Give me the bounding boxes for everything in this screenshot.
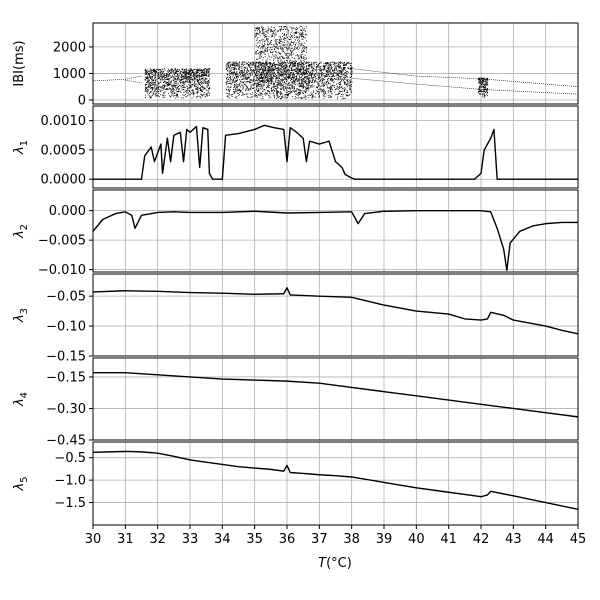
xtick-label-0: 30	[85, 532, 102, 547]
series-lambda5	[93, 450, 578, 510]
ytick-label-lambda3-0: −0.05	[46, 290, 86, 305]
ylabel-sub-lambda2: 2	[19, 224, 30, 230]
ylabel-sub-lambda5: 5	[19, 476, 30, 482]
series-lambda2	[93, 209, 578, 271]
ylabel-main-lambda5: λ	[12, 483, 27, 492]
line-lambda2	[93, 209, 578, 271]
panel-ibi: 0 1000 2000 IBI(ms)	[12, 22, 579, 109]
ibi-chaotic-band-2	[254, 25, 308, 100]
ylabel-lambda1: λ1	[12, 140, 30, 155]
ylabel-main-lambda2: λ	[12, 230, 27, 239]
ytick-label-lambda3-2: −0.15	[46, 350, 86, 365]
frame-lambda2	[92, 189, 579, 273]
ibi-branch-3	[351, 77, 578, 95]
panel-lambda3: −0.05 −0.10 −0.15 λ3	[12, 273, 579, 365]
ylabel-lambda5: λ5	[12, 476, 30, 491]
frame-ibi	[92, 22, 579, 105]
xtick-label-7: 37	[311, 532, 328, 547]
ibi-branch-0	[93, 75, 142, 82]
frame-lambda4	[92, 357, 579, 441]
xtick-label-5: 35	[246, 532, 263, 547]
ytick-label-ibi-1: 1000	[53, 67, 86, 82]
series-lambda4	[93, 372, 578, 418]
ylabel-main-lambda1: λ	[12, 146, 27, 155]
ylabel-lambda3: λ3	[12, 308, 30, 323]
xtick-label-2: 32	[149, 532, 166, 547]
ytick-label-lambda2-1: −0.005	[38, 234, 86, 249]
ylabel-lambda4: λ4	[12, 392, 30, 407]
xtick-label-9: 39	[376, 532, 393, 547]
frame-lambda1	[92, 105, 579, 189]
line-lambda3	[93, 287, 578, 335]
xtick-label-8: 38	[343, 532, 360, 547]
ytick-label-lambda5-0: −0.5	[54, 451, 86, 466]
xtick-label-10: 40	[408, 532, 425, 547]
x-axis-label: T(°C)	[318, 556, 352, 571]
ytick-label-lambda5-2: −1.5	[54, 496, 86, 511]
ibi-branch-1	[125, 80, 142, 84]
ibi-branch-2	[351, 68, 578, 88]
ytick-label-lambda1-0: 0.0000	[41, 173, 87, 188]
line-lambda4	[93, 372, 578, 418]
xtick-label-6: 36	[279, 532, 296, 547]
ytick-label-ibi-0: 0	[78, 94, 86, 109]
x-axis-label-unit: (°C)	[326, 556, 352, 571]
xtick-label-14: 44	[537, 532, 554, 547]
series-lambda1	[93, 124, 578, 180]
ylabel-main-lambda4: λ	[12, 398, 27, 407]
ibi-chaotic-band-1	[225, 61, 353, 100]
ylabel-main-ibi: IBI(ms)	[12, 40, 27, 86]
ytick-label-lambda3-1: −0.10	[46, 320, 86, 335]
panel-lambda5: −0.5 −1.0 −1.5 λ5	[12, 441, 579, 526]
ytick-label-lambda5-1: −1.0	[54, 474, 86, 489]
xtick-label-11: 41	[440, 532, 457, 547]
x-axis-label-var: T	[318, 556, 327, 571]
series-ibi	[93, 25, 578, 100]
panel-lambda1: 0.0000 0.0005 0.0010 λ1	[12, 105, 579, 189]
ylabel-sub-lambda4: 4	[19, 392, 30, 398]
ylabel-sub-lambda3: 3	[19, 308, 30, 314]
xtick-label-3: 33	[182, 532, 199, 547]
ytick-label-lambda1-1: 0.0005	[41, 143, 87, 158]
line-lambda5	[93, 450, 578, 510]
x-axis: 30 31 32 33 34 35 36 37 38 39 40 41 42 43 44 45	[85, 525, 587, 547]
ylabel-lambda2: λ2	[12, 224, 30, 239]
panels-group: 010002000IBI(ms)0.00000.00050.0010λ10.00…	[12, 22, 579, 526]
panel-lambda2: 0.000 −0.005 −0.010 λ2	[12, 189, 579, 278]
panel-lambda4: −0.15 −0.30 −0.45 λ4	[12, 357, 579, 449]
ytick-label-ibi-2: 2000	[53, 40, 86, 55]
ylabel-ibi: IBI(ms)	[12, 40, 27, 86]
ytick-label-lambda2-0: 0.000	[49, 204, 86, 219]
frame-lambda3	[92, 273, 579, 357]
ibi-chaotic-band-3	[477, 77, 489, 99]
ytick-label-lambda4-0: −0.15	[46, 370, 86, 385]
series-lambda3	[93, 287, 578, 335]
ibi-chaotic-band-0	[144, 68, 211, 99]
xtick-label-12: 42	[473, 532, 490, 547]
ytick-label-lambda4-1: −0.30	[46, 402, 86, 417]
ytick-label-lambda4-2: −0.45	[46, 434, 86, 449]
xtick-label-1: 31	[117, 532, 134, 547]
frame-lambda5	[92, 441, 579, 526]
ylabel-sub-lambda1: 1	[19, 140, 30, 146]
ylabel-main-lambda3: λ	[12, 314, 27, 323]
ytick-label-lambda2-2: −0.010	[38, 263, 86, 278]
xtick-label-4: 34	[214, 532, 231, 547]
xtick-label-13: 43	[505, 532, 522, 547]
xtick-label-15: 45	[570, 532, 587, 547]
ytick-label-lambda1-2: 0.0010	[41, 114, 87, 129]
line-lambda1	[93, 124, 578, 180]
